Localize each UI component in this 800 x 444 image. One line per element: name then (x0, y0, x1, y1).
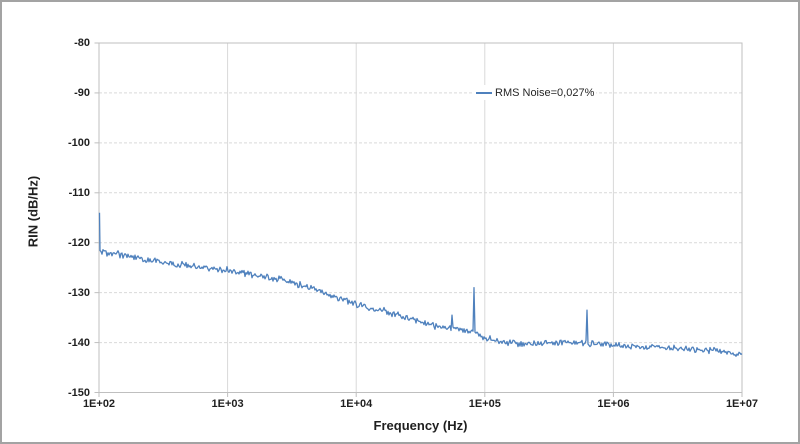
x-tick-label: 1E+02 (82, 398, 116, 410)
x-axis-title: Frequency (Hz) (373, 418, 468, 433)
y-tick-label: -140 (67, 336, 90, 349)
y-tick-label: -90 (74, 86, 90, 99)
y-tick-label: -120 (67, 236, 90, 249)
rin-noise-series-line (98, 212, 743, 357)
x-tick-label: 1E+05 (468, 398, 501, 410)
y-tick-label: -80 (74, 37, 90, 49)
y-tick-label: -110 (68, 186, 90, 199)
x-tick-label: 1E+07 (725, 398, 759, 410)
legend: RMS Noise=0,027% (474, 85, 597, 100)
y-tick-label: -130 (67, 286, 90, 299)
x-tick-label: 1E+06 (597, 398, 630, 410)
x-tick-label: 1E+03 (211, 398, 244, 410)
x-tick-label: 1E+04 (340, 398, 373, 410)
y-tick-label: -100 (67, 136, 90, 149)
y-axis-title: RIN (dB/Hz) (25, 175, 41, 248)
plot-border (98, 42, 743, 393)
legend-label: RMS Noise=0,027% (495, 86, 595, 99)
y-tick-label: -150 (67, 386, 90, 399)
legend-line-sample-icon (476, 91, 492, 94)
